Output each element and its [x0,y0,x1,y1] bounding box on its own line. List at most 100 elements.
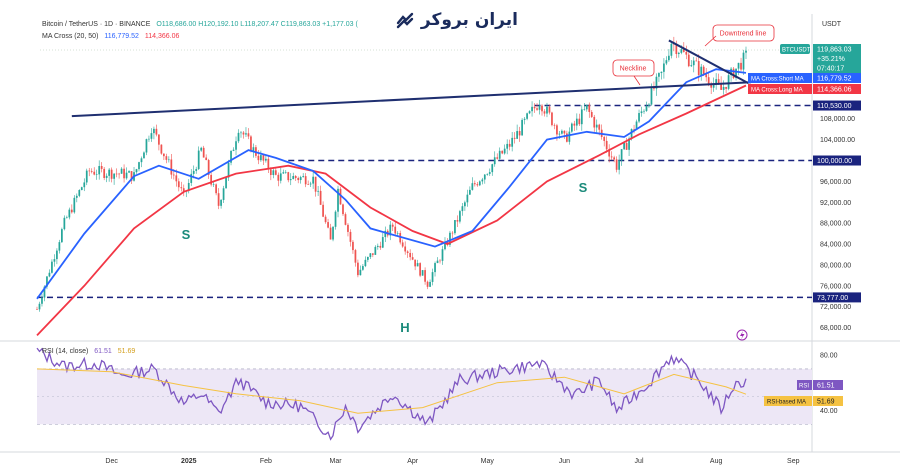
candle-body [551,112,553,126]
candle-body [242,132,245,135]
candle [123,164,125,183]
candle [521,118,523,136]
candle [543,109,546,117]
candle-body [715,79,718,84]
candle [95,169,98,180]
candle [715,73,718,90]
candle-body [556,125,558,135]
candle-body [371,253,374,255]
candle [195,166,198,174]
candle [202,145,205,158]
candle [737,62,740,76]
candle [46,276,48,290]
currency-label[interactable]: USDT [822,21,842,28]
candle-body [267,158,270,170]
candle-body [695,60,698,62]
candle [466,189,469,207]
candle-body [419,263,421,276]
candle-body [85,170,88,183]
candle-body [260,155,262,161]
candle [566,130,568,143]
candle-body [148,138,150,140]
candle-body [742,52,745,70]
candle [90,168,93,174]
candle-body [143,152,145,159]
candle-body [456,220,459,222]
candle-body [568,131,571,142]
candle [160,144,163,155]
candle-body [78,190,81,196]
candle-body [406,251,409,253]
candle-body [464,202,466,207]
candle-body [670,43,673,56]
ma-value-tag-label: 114,366.06 [817,87,852,94]
candle-body [284,172,287,173]
candle [170,153,173,179]
rsi-legend[interactable]: RSI (14, close) 61.51 51.69 [42,348,135,355]
candle [663,58,665,79]
level-price-label: 73,777.00 [817,295,848,302]
candle [603,135,606,147]
candle [518,126,521,142]
candle [376,243,379,250]
event-flash-glyph [740,331,745,340]
candle-body [511,137,514,147]
candle [324,214,327,224]
candle-body [491,164,494,173]
candle [483,174,486,184]
candle-body [638,113,640,122]
candle-body [650,86,653,105]
candle [294,175,297,181]
candle-body [359,269,362,276]
candle [269,167,272,181]
candle-body [163,153,165,157]
candle [461,203,464,216]
candle-body [610,156,613,158]
candle [613,155,616,163]
candle-body [658,73,660,77]
right-shoulder-label: S [579,180,588,195]
candle-body [235,141,237,150]
candle-body [110,169,113,179]
candle-body [409,252,412,258]
candle-body [130,171,133,181]
candle-body [48,272,51,277]
candle-body [605,140,608,150]
price-tick-label: 80,000.00 [820,262,851,269]
candle-body [212,184,215,185]
candle-body [735,68,737,79]
rsi-ma-name-tag [764,396,812,406]
candle-body [197,150,200,170]
candle [215,183,217,196]
ma-legend[interactable]: MA Cross (20, 50) 116,779.52 114,366.06 [42,33,179,40]
candle-body [322,204,324,217]
candle [232,147,235,152]
candle [695,57,698,62]
left-shoulder-label: S [182,227,191,242]
candle [264,155,267,163]
candle-body [140,158,143,163]
candle-body [264,158,267,161]
candle-body [182,188,185,192]
candle [53,254,56,267]
candle [177,178,180,192]
ma-cross-label: MA Cross (20, 50) [42,33,99,40]
bar-countdown: 07:40:17 [817,66,844,73]
candle-body [580,109,583,125]
ohlc-readout: O118,686.00 H120,192.10 L118,207.47 C119… [156,21,358,28]
candle [464,200,466,211]
candle-body [347,224,349,232]
candle-body [434,263,436,273]
candle-body [172,174,175,176]
candle [705,67,708,82]
candle [536,103,538,111]
candle [227,159,230,182]
candle-body [401,242,404,247]
candle [553,123,556,130]
candle [511,131,514,152]
candle-body [307,184,310,185]
candle-body [354,250,357,263]
candle-body [93,171,96,175]
time-tick-label: 2025 [181,458,197,465]
